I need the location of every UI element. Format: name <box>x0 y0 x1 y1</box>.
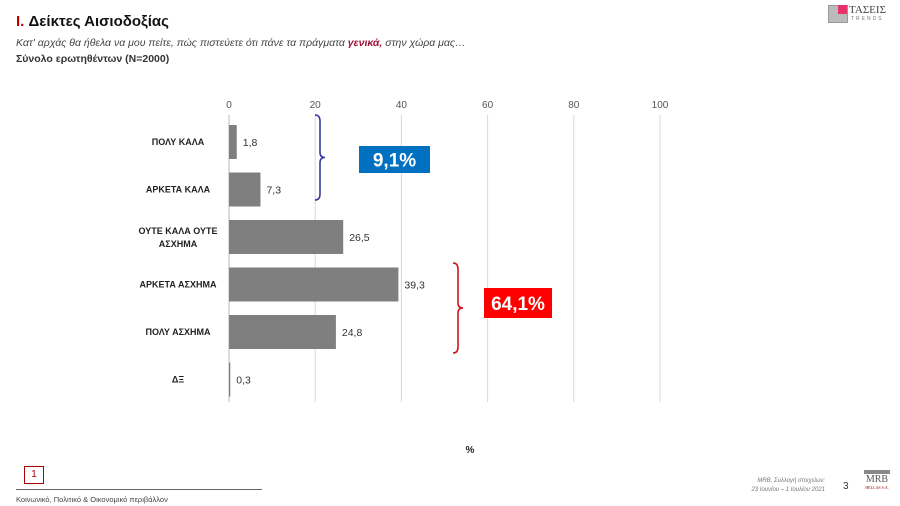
category-label: ΟΥΤΕ ΚΑΛΑ ΟΥΤΕ ΑΣΧΗΜΑ <box>138 226 217 249</box>
page-title: I. Δείκτες Αισιοδοξίας <box>16 13 169 30</box>
section-number-box: 1 <box>24 466 44 484</box>
x-tick-label: 100 <box>652 100 669 111</box>
category-label: ΠΟΛΥ ΚΑΛΑ <box>152 137 205 147</box>
taseis-logo: ΤΑΣΕΙΣ TRENDS <box>828 4 890 25</box>
value-label: 7,3 <box>266 185 281 197</box>
bar <box>229 267 399 302</box>
category-label: ΠΟΛΥ ΑΣΧΗΜΑ <box>145 327 211 337</box>
logo-name: ΤΑΣΕΙΣ <box>849 4 886 16</box>
bar <box>229 315 336 349</box>
question-post: στην χώρα μας… <box>382 37 466 49</box>
bar <box>229 125 237 159</box>
bar <box>229 172 261 207</box>
total-box <box>484 288 552 318</box>
question-text: Κατ' αρχάς θα ήθελα να μου πείτε, πώς πι… <box>16 37 466 49</box>
logo-sub: TRENDS <box>851 16 884 22</box>
mrb-logo: MRB HELLAS S.A. <box>864 470 890 490</box>
bracket <box>314 114 326 201</box>
source-line1: MRB, Συλλογή στοιχείων: <box>757 478 825 484</box>
category-label: ΑΡΚΕΤΑ ΑΣΧΗΜΑ <box>140 280 217 290</box>
mrb-logo-text: MRB <box>865 474 889 485</box>
source-note: MRB, Συλλογή στοιχείων: 23 Ιουνίου – 1 Ιο… <box>700 477 825 495</box>
x-tick-label: 40 <box>396 100 408 111</box>
page-number: 3 <box>843 481 849 492</box>
value-label: 0,3 <box>236 375 251 387</box>
x-tick-label: 20 <box>310 100 322 111</box>
source-line2: 23 Ιουνίου – 1 Ιουλίου 2021 <box>751 487 825 493</box>
sample-base: Σύνολο ερωτηθέντων (N=2000) <box>16 53 170 65</box>
value-label: 39,3 <box>404 280 425 292</box>
total-label: 64,1% <box>491 294 545 315</box>
bar <box>229 362 231 397</box>
x-axis-label: % <box>466 445 475 456</box>
bar <box>229 220 344 254</box>
value-label: 24,8 <box>342 327 363 339</box>
question-emphasis: γενικά, <box>347 37 383 49</box>
mrb-logo-sub: HELLAS S.A. <box>865 485 889 490</box>
category-label: ΔΞ <box>172 375 184 385</box>
x-tick-label: 80 <box>568 100 580 111</box>
x-tick-label: 0 <box>226 100 232 111</box>
category-label: ΑΡΚΕΤΑ ΚΑΛΑ <box>146 185 211 195</box>
bracket <box>452 262 464 354</box>
title-number: I. <box>16 13 25 30</box>
total-box <box>359 146 430 173</box>
x-tick-label: 60 <box>482 100 494 111</box>
title-text: Δείκτες Αισιοδοξίας <box>28 13 169 30</box>
value-label: 26,5 <box>349 232 370 244</box>
section-name: Κοινωνικό, Πολιτικό & Οικονομικό περιβάλ… <box>16 495 168 504</box>
value-label: 1,8 <box>243 137 258 149</box>
footer-divider <box>16 489 262 490</box>
total-label: 9,1% <box>373 151 416 172</box>
question-pre: Κατ' αρχάς θα ήθελα να μου πείτε, πώς πι… <box>16 37 348 49</box>
